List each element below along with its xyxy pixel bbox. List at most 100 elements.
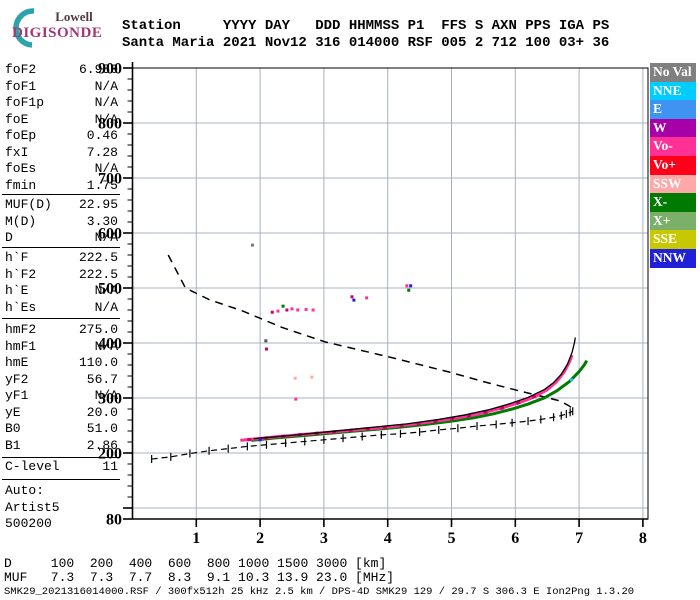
param-label: B0	[5, 421, 21, 436]
param-value: 20.0	[86, 404, 118, 420]
param-value: 3.30	[86, 213, 118, 229]
legend-item-ssw: SSW	[650, 174, 696, 194]
echo-speckle	[276, 309, 280, 313]
legend-item-no-val: No Val	[650, 63, 696, 82]
param-label: yF1	[5, 388, 29, 403]
x-trace-green	[251, 359, 589, 442]
x-tick-label: 3	[320, 530, 328, 547]
param-label: foF1p	[5, 95, 45, 110]
param-group: MUF(D) 22.95 M(D) 3.30 D N/A	[0, 197, 121, 247]
param-row: foF2 6.950	[0, 62, 121, 79]
param-label: foEs	[5, 161, 37, 176]
echo-speckle	[294, 397, 298, 401]
param-value: 56.7	[86, 371, 118, 387]
param-group: foF2 6.950 foF1 N/A foF1p N/A foE N/A foEp 0.46 fx…	[0, 62, 121, 194]
param-value: N/A	[94, 111, 118, 127]
legend-item-x-: X-	[650, 193, 696, 212]
param-divider	[2, 194, 120, 195]
param-label: hmF2	[5, 322, 37, 337]
param-label: MUF(D)	[5, 197, 52, 212]
param-row: yF2 56.7	[0, 372, 121, 389]
param-value: 0.46	[86, 128, 118, 143]
param-label: Auto:	[5, 483, 45, 498]
legend-item-nnw: NNW	[650, 248, 696, 268]
param-label: h`F	[5, 250, 29, 265]
y-tick-label: 80	[106, 512, 122, 529]
param-group: h`F 222.5 h`F2 222.5 h`E N/A h`Es N/A	[0, 250, 121, 316]
param-label: yF2	[5, 371, 29, 387]
x-tick-label: 1	[192, 530, 200, 547]
param-value: N/A	[94, 78, 118, 94]
x-tick-label: 8	[639, 530, 647, 547]
echo-speckle	[409, 284, 413, 288]
param-label: 500200	[5, 516, 52, 531]
echo-speckle	[352, 298, 356, 302]
x-tick-label: 2	[256, 530, 264, 547]
legend-item-e: E	[650, 100, 696, 119]
echo-speckle	[405, 284, 409, 288]
param-value: 222.5	[78, 266, 118, 282]
y-tick-label: 700	[98, 171, 122, 188]
param-value: 7.28	[86, 144, 118, 160]
param-label: foEp	[5, 128, 37, 143]
param-value: N/A	[94, 95, 118, 110]
param-label: h`F2	[5, 266, 37, 282]
logo-digisonde-text: DIGISONDE	[12, 25, 103, 41]
legend-item-nne: NNE	[650, 81, 696, 101]
param-row: C-level 11	[0, 459, 121, 476]
param-label: hmE	[5, 355, 29, 370]
x-tick-label: 6	[511, 530, 519, 547]
y-tick-label: 600	[98, 226, 122, 243]
param-label: Artist5	[5, 499, 60, 515]
param-value: N/A	[94, 338, 118, 354]
param-value: 222.5	[78, 250, 118, 265]
echo-speckle	[285, 308, 289, 312]
param-label: yE	[5, 404, 21, 420]
param-value: 1.75	[86, 177, 118, 193]
echo-speckle	[304, 307, 308, 311]
param-row: foF1 N/A	[0, 79, 121, 96]
param-label: foF1	[5, 78, 37, 94]
param-row: foEp 0.46	[0, 128, 121, 145]
param-row: h`Es N/A	[0, 300, 121, 317]
plot-frame	[132, 67, 649, 520]
param-row: yE 20.0	[0, 405, 121, 422]
param-label: foE	[5, 111, 29, 127]
logo-arc-icon	[13, 8, 35, 48]
direction-legend: No Val NNE E W Vo- Vo+ SSW X- X+ SSE NNW	[650, 63, 696, 268]
param-divider	[2, 318, 120, 319]
param-label: hmF1	[5, 338, 37, 354]
param-group: C-level 11	[0, 459, 121, 476]
y-tick-label: 500	[98, 281, 122, 298]
x-tick-label: 7	[575, 530, 583, 547]
transmission-curve-dashed	[167, 254, 576, 412]
param-label: D	[5, 230, 13, 245]
param-divider	[2, 247, 120, 248]
param-row: fxI 7.28	[0, 145, 121, 162]
param-value: 6.950	[78, 62, 118, 77]
param-label: h`E	[5, 283, 29, 298]
param-divider	[2, 457, 120, 458]
distance-row: D 100 200 400 600 800 1000 1500 3000 [km…	[4, 556, 387, 571]
param-row: M(D) 3.30	[0, 214, 121, 231]
param-value: 22.95	[78, 197, 118, 212]
param-row: foEs N/A	[0, 161, 121, 178]
param-row: yF1 N/A	[0, 388, 121, 405]
param-row: 500200	[0, 516, 121, 533]
file-info-line: SMK29_2021316014000.RSF / 300fx512h 25 k…	[4, 586, 635, 598]
param-row: Auto:	[0, 483, 121, 500]
param-group: Auto: Artist5 500200	[0, 483, 121, 533]
y-tick-label: 800	[98, 116, 122, 133]
echo-speckle	[350, 295, 354, 299]
legend-item-sse: SSE	[650, 230, 696, 249]
param-row: h`F2 222.5	[0, 267, 121, 284]
param-label: h`Es	[5, 299, 37, 315]
param-label: foF2	[5, 62, 37, 77]
y-tick-label: 200	[98, 446, 122, 463]
echo-speckle	[264, 339, 268, 343]
param-value: 110.0	[78, 355, 118, 370]
logo-lowell-text: Lowell	[55, 9, 93, 24]
param-value: N/A	[94, 161, 118, 176]
echo-speckle	[407, 288, 411, 292]
